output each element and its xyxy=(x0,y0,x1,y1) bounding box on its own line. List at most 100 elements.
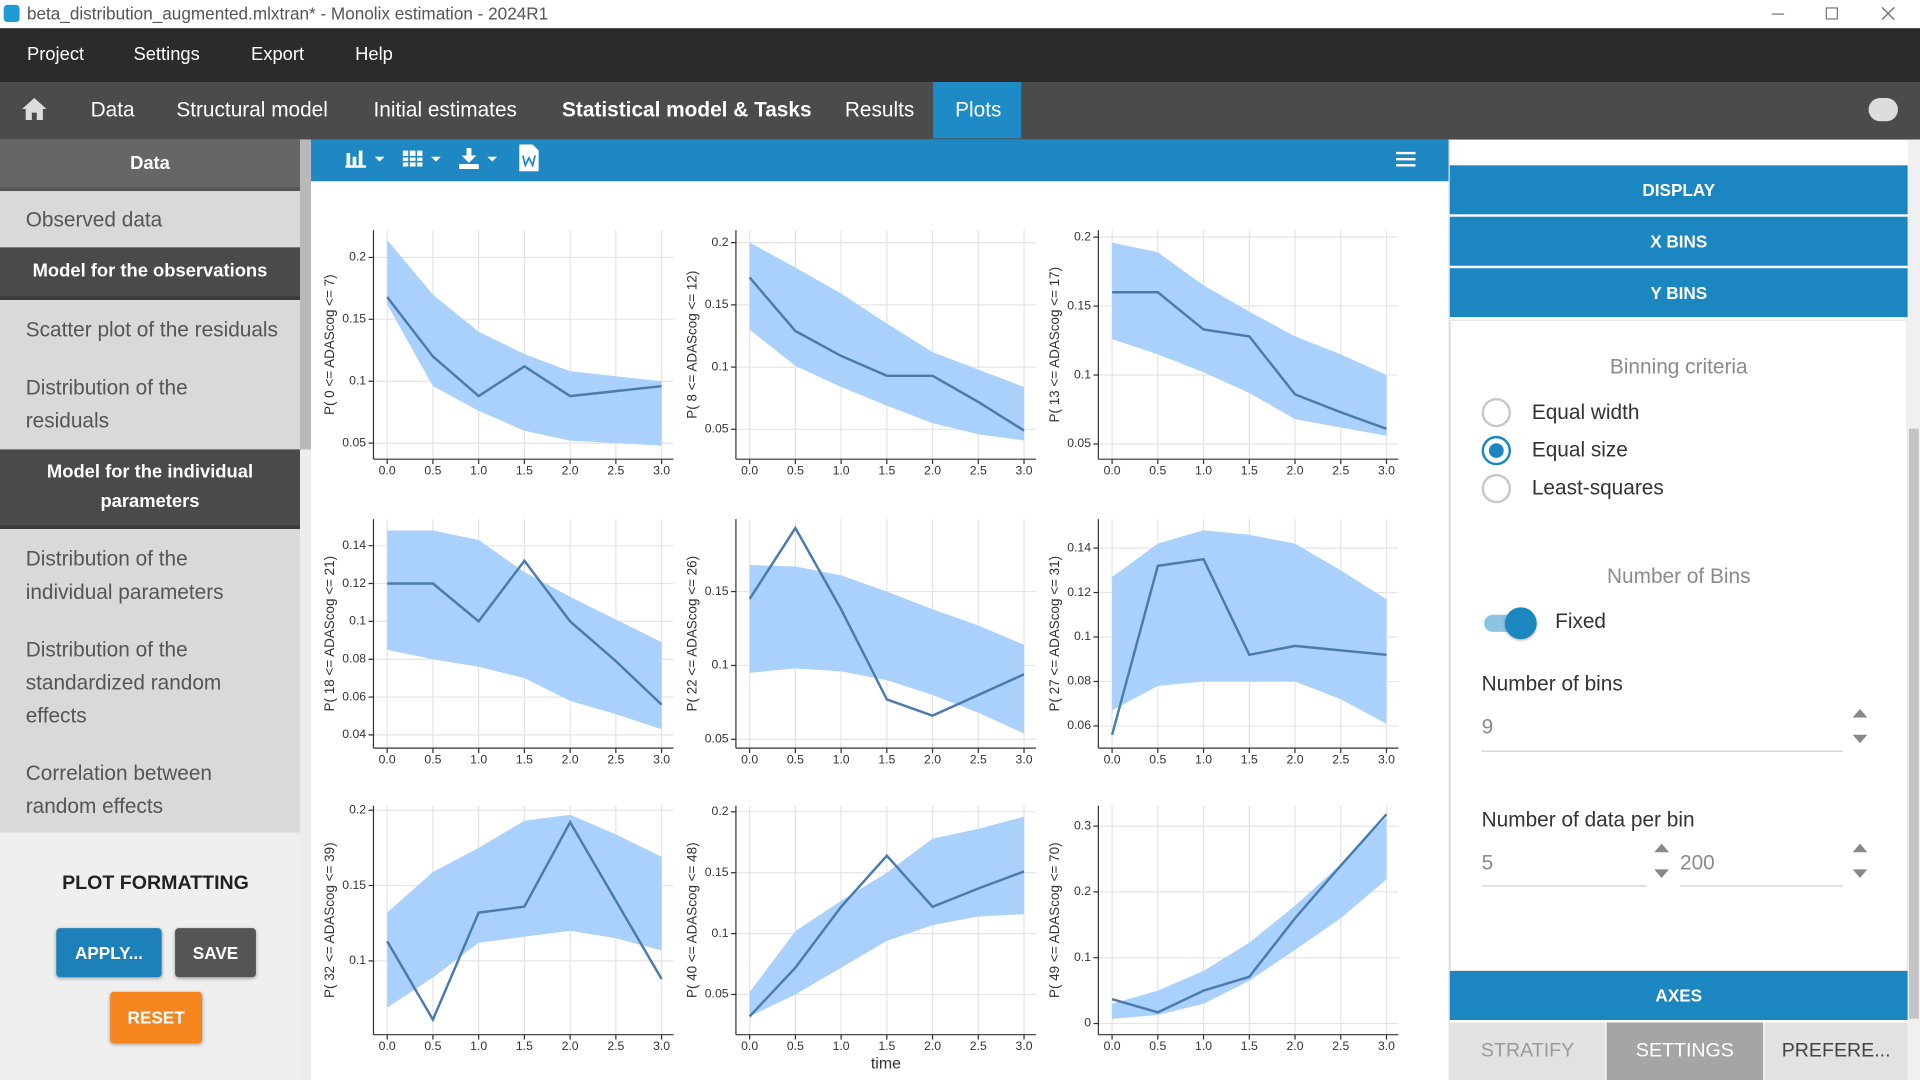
data-line xyxy=(748,853,1025,1018)
bottom-tab[interactable]: STRATIFY xyxy=(1449,1022,1606,1080)
prediction-band xyxy=(1112,817,1387,1019)
plot-grid: 0.05 0.1 0.15 0.2 0.0 0.5 1.0 1.5 2.0 2.5 3.0 P( 0 … xyxy=(322,229,1399,1072)
save-button[interactable]: SAVE xyxy=(175,928,256,978)
spin-down[interactable] xyxy=(1852,869,1868,878)
x-tick-label: 1.5 xyxy=(1241,1039,1258,1053)
sidebar-item[interactable]: Distribution of the residuals xyxy=(25,375,188,433)
radio-label[interactable]: Least-squares xyxy=(1531,476,1664,500)
data-line xyxy=(1112,291,1387,430)
nav-tab[interactable]: Initial estimates xyxy=(373,97,517,122)
x-tick-label: 0.0 xyxy=(741,753,758,767)
sidebar-header[interactable]: Data xyxy=(0,139,301,192)
radio-button[interactable] xyxy=(1481,397,1512,428)
layout-menu[interactable] xyxy=(402,148,446,170)
radio-button[interactable] xyxy=(1481,473,1512,504)
radio-label[interactable]: Equal width xyxy=(1531,400,1640,424)
bottom-tab[interactable]: PREFERE... xyxy=(1764,1022,1908,1080)
y-tick-label: 0.1 xyxy=(349,953,366,967)
y-tick-label: 0.3 xyxy=(1074,818,1091,832)
prediction-band xyxy=(749,242,1025,441)
y-tick-label: 0.05 xyxy=(1067,436,1091,450)
sidebar-header[interactable]: Model for the individual parameters xyxy=(0,449,301,529)
close-button[interactable] xyxy=(1881,6,1896,21)
spin-up[interactable] xyxy=(1852,708,1868,718)
nav-tab-active[interactable]: Plots xyxy=(933,82,1022,139)
fixed-toggle-knob[interactable] xyxy=(1504,607,1537,640)
spin-up[interactable] xyxy=(1654,843,1669,853)
radio-label[interactable]: Equal size xyxy=(1531,438,1628,462)
x-tick-label: 3.0 xyxy=(653,753,670,767)
plot-options-button[interactable] xyxy=(1395,151,1416,168)
spin-up[interactable] xyxy=(1852,843,1868,853)
data-per-bin-min[interactable]: 5 xyxy=(1481,851,1494,875)
menu-item[interactable]: Export xyxy=(251,44,305,65)
menu-item[interactable]: Help xyxy=(355,44,393,65)
y-tick-label: 0.05 xyxy=(705,987,729,1001)
x-tick-label: 3.0 xyxy=(1016,1039,1033,1053)
sidebar-item[interactable]: Correlation between random effects xyxy=(25,761,213,818)
nav-tab[interactable]: Statistical model & Tasks xyxy=(562,97,812,122)
x-tick-label: 2.0 xyxy=(562,753,579,767)
x-tick-label: 2.5 xyxy=(1332,1039,1349,1053)
home-button[interactable] xyxy=(21,97,48,121)
sidebar-scroll-thumb[interactable] xyxy=(300,139,312,450)
spin-down[interactable] xyxy=(1852,734,1868,744)
data-per-bin-max[interactable]: 200 xyxy=(1680,851,1715,875)
prediction-band xyxy=(1112,242,1387,436)
spin-down[interactable] xyxy=(1654,869,1669,878)
radio-button[interactable] xyxy=(1481,435,1512,466)
y-tick-label: 0.15 xyxy=(705,584,729,598)
x-tick-label: 0.5 xyxy=(787,464,804,478)
x-tick-label: 0.5 xyxy=(424,753,441,767)
x-tick-label: 2.0 xyxy=(1287,1039,1304,1053)
nav-tab[interactable]: Results xyxy=(844,97,915,122)
chart-type-menu[interactable] xyxy=(345,148,389,170)
sidebar-item[interactable]: Distribution of the individual parameter… xyxy=(25,547,224,604)
apply-button[interactable]: APPLY... xyxy=(56,928,162,978)
x-tick-label: 3.0 xyxy=(1378,753,1395,767)
x-tick-label: 1.5 xyxy=(516,1039,533,1053)
sidebar-item[interactable]: Scatter plot of the residuals xyxy=(25,318,278,342)
x-tick-label: 3.0 xyxy=(1378,464,1395,478)
sidebar-item[interactable]: Distribution of the standardized random … xyxy=(25,637,222,728)
chat-button[interactable] xyxy=(1868,97,1898,122)
y-tick-label: 0.1 xyxy=(349,614,366,628)
sidebar-header[interactable]: Model for the observations xyxy=(0,247,301,301)
y-bins-section[interactable]: Y BINS xyxy=(1449,268,1908,318)
axes-section[interactable]: AXES xyxy=(1449,971,1908,1021)
word-export-button[interactable] xyxy=(519,144,539,172)
number-of-bins-input[interactable]: 9 xyxy=(1481,715,1494,739)
nav-tab[interactable]: Structural model xyxy=(176,97,328,122)
restore-button[interactable] xyxy=(1825,7,1838,20)
sidebar-item[interactable]: Observed data xyxy=(25,208,163,232)
menu-item[interactable]: Project xyxy=(26,44,85,65)
minimize-button[interactable] xyxy=(1771,13,1785,15)
x-tick-label: 2.5 xyxy=(1332,464,1349,478)
data-line xyxy=(1111,813,1388,1014)
y-tick-label: 0.15 xyxy=(342,312,366,326)
y-tick-label: 0.1 xyxy=(712,658,729,672)
number-of-bins-label: Number of bins xyxy=(1481,672,1623,696)
plot-toolbar xyxy=(311,139,1449,182)
bottom-tab[interactable]: SETTINGS xyxy=(1606,1022,1764,1080)
display-section[interactable]: DISPLAY xyxy=(1449,165,1908,215)
x-tick-label: 0.5 xyxy=(424,464,441,478)
x-tick-label: 0.5 xyxy=(1149,753,1166,767)
menu-item[interactable]: Settings xyxy=(133,44,200,65)
x-bins-section[interactable]: X BINS xyxy=(1449,216,1908,266)
y-tick-label: 0.2 xyxy=(349,802,366,816)
panel-scroll-thumb[interactable] xyxy=(1908,428,1919,1019)
x-tick-label: 1.5 xyxy=(1241,753,1258,767)
reset-button[interactable]: RESET xyxy=(110,991,203,1044)
x-tick-label: 1.5 xyxy=(878,753,895,767)
x-tick-label: 3.0 xyxy=(653,1039,670,1053)
y-tick-label: 0.12 xyxy=(1067,585,1091,599)
nav-tab[interactable]: Data xyxy=(90,97,135,122)
y-axis-label: P( 32 <= ADAScog <= 39) xyxy=(322,842,337,998)
x-tick-label: 1.0 xyxy=(1195,753,1212,767)
y-tick-label: 0.08 xyxy=(1067,674,1091,688)
x-tick-label: 2.5 xyxy=(970,753,987,767)
export-menu[interactable] xyxy=(458,147,502,170)
input-underline xyxy=(1481,750,1843,752)
y-tick-label: 0.2 xyxy=(1074,884,1091,898)
